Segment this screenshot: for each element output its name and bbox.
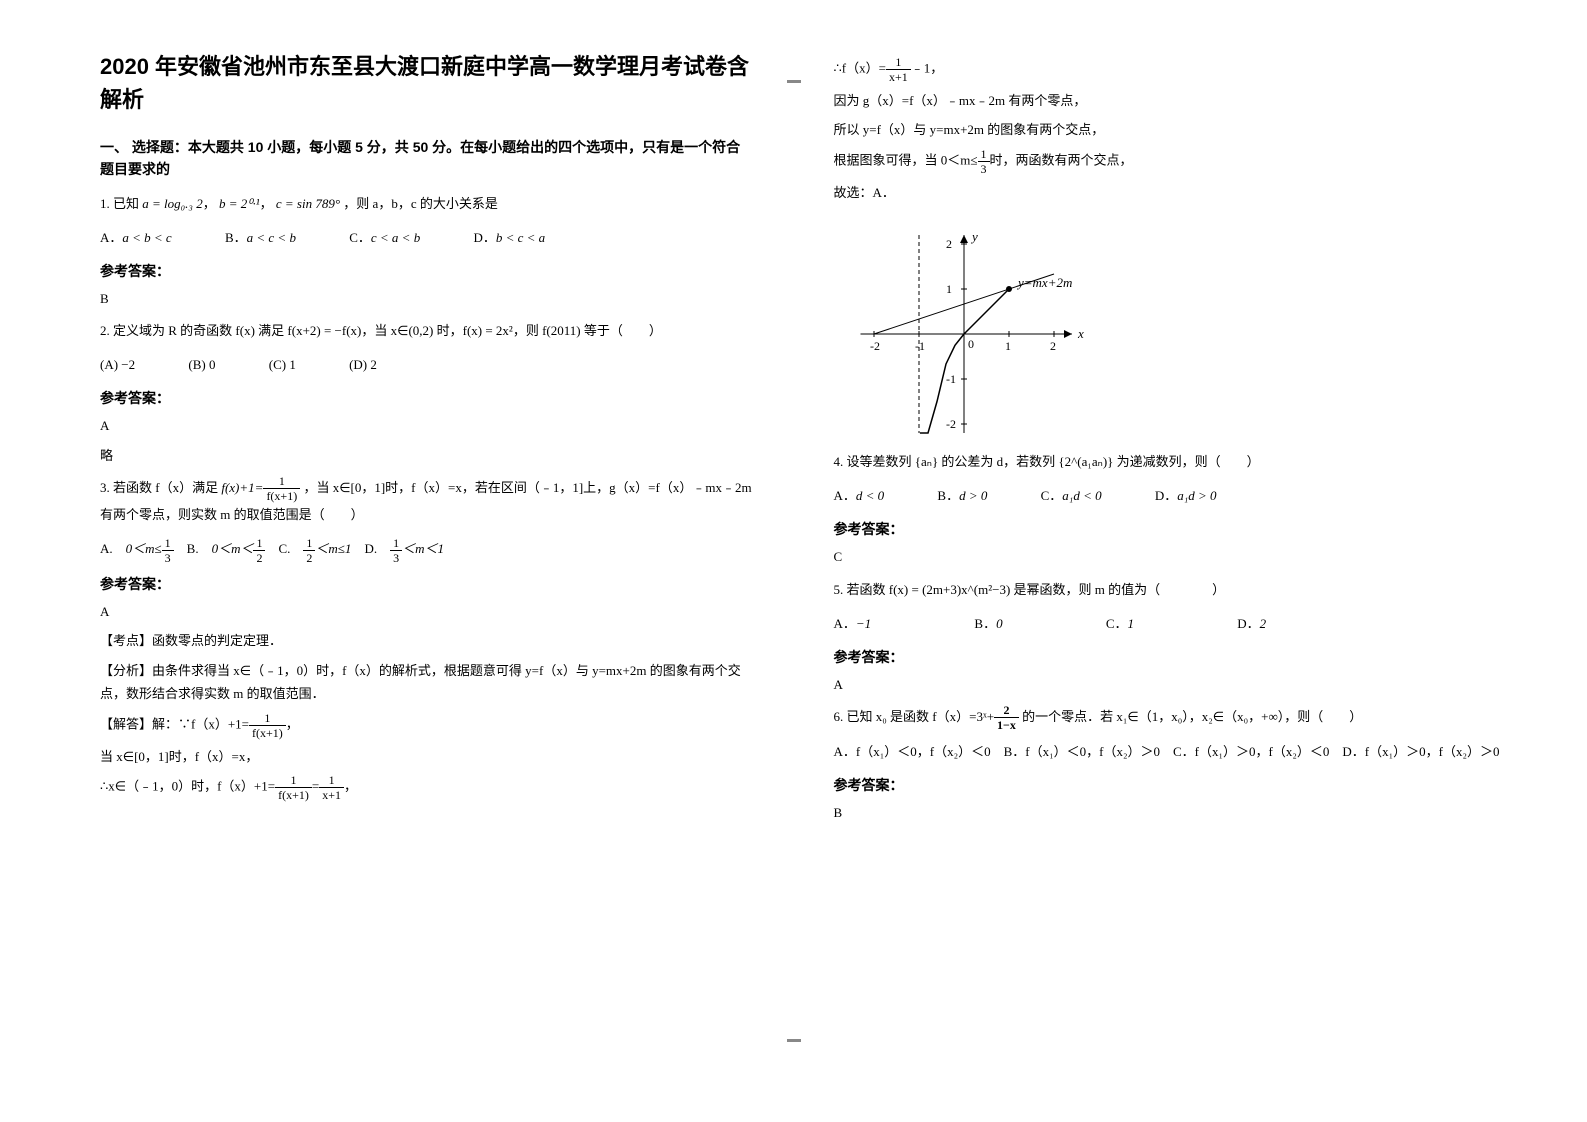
q6-stem: 6. 已知 x₀ 是函数 f（x）=3ˣ+21−x 的一个零点．若 x₁∈（1，… [834,704,1528,732]
q3-fracC: 12 [303,537,315,564]
q3-optA-expr: 0＜m≤ [126,541,162,556]
q3-fracB: 12 [253,537,265,564]
q5-answer-label: 参考答案： [834,647,1528,667]
q1-prefix: 1. 已知 [100,196,139,211]
q2-stem: 2. 定义域为 R 的奇函数 f(x) 满足 f(x+2) = −f(x)，当 … [100,318,754,344]
q3-explain2: 【分析】由条件求得当 x∈（﹣1，0）时，f（x）的解析式，根据题意可得 y=f… [100,659,754,706]
q4-optB: d > 0 [959,488,987,503]
q1-expr3: c = sin 789° [276,196,340,211]
q6-answer: B [834,801,1528,824]
exam-title: 2020 年安徽省池州市东至县大渡口新庭中学高一数学理月考试卷含解析 [100,50,754,116]
svg-text:y=mx+2m: y=mx+2m [1016,275,1072,290]
q3-optD-expr: ＜m＜1 [402,541,444,556]
q3-optB-pre: B. [187,541,212,556]
q3-fracD: 13 [390,537,402,564]
q3-fracA: 13 [162,537,174,564]
q3r-line5: 故选：A． [834,181,1528,204]
q1-suffix: ，则 a，b，c 的大小关系是 [343,196,498,211]
q5-optA: −1 [856,616,871,631]
q3-p1: 3. 若函数 f（x）满足 [100,480,218,495]
q3-stem: 3. 若函数 f（x）满足 f(x)+1=1f(x+1) ，当 x∈[0，1]时… [100,475,754,529]
q5-stem: 5. 若函数 f(x) = (2m+3)x^(m²−3) 是幂函数，则 m 的值… [834,577,1528,603]
svg-text:-1: -1 [946,372,956,386]
q1-optA: a < b < c [122,230,171,245]
q2-note: 略 [100,444,754,467]
q2-optB: (B) 0 [188,352,215,378]
q3-frac1: 1f(x+1) [263,475,300,502]
svg-text:1: 1 [946,282,952,296]
q1-answer-label: 参考答案： [100,261,754,281]
q1-optB: a < c < b [247,230,296,245]
q2-optD: (D) 2 [349,352,377,378]
q5-optD: 2 [1260,616,1267,631]
q3r-line3: 所以 y=f（x）与 y=mx+2m 的图象有两个交点， [834,118,1528,141]
q5-answer: A [834,673,1528,696]
q6-answer-label: 参考答案： [834,775,1528,795]
q4-answer: C [834,545,1528,568]
q6-opts: A．f（x₁）＜0，f（x₂）＜0 B．f（x₁）＜0，f（x₂）＞0 C．f（… [834,739,1528,765]
q3r-line4: 根据图象可得，当 0＜m≤13时，两函数有两个交点， [834,148,1528,175]
q4-optC: a₁d < 0 [1062,488,1101,503]
q3r-frac2: 13 [978,148,990,175]
q6-p2: 的一个零点．若 x₁∈（1，x₀），x₂∈（x₀，+∞），则（ ） [1019,709,1362,724]
q3-explain5: ∴x∈（﹣1，0）时，f（x）+1=1f(x+1)=1x+1， [100,774,754,801]
svg-text:-1: -1 [915,339,925,353]
svg-text:2: 2 [946,237,952,251]
q1-stem: 1. 已知 a = log₀.₃ 2， b = 2⁰·¹， c = sin 78… [100,191,754,217]
q6-p1: 6. 已知 x₀ 是函数 f（x）=3ˣ+ [834,709,995,724]
q3-chart: x y -2 -1 0 1 2 -2 -1 1 2 y=mx+2m [854,214,1528,439]
q3r-line1: ∴f（x）=1x+1﹣1， [834,56,1528,83]
q3-optA-pre: A. [100,541,126,556]
q4-optD: a₁d > 0 [1177,488,1216,503]
svg-text:-2: -2 [946,417,956,431]
q3-optB-expr: 0＜m＜ [212,541,254,556]
q4-answer-label: 参考答案： [834,519,1528,539]
q3r-line2: 因为 g（x）=f（x）﹣mx﹣2m 有两个零点， [834,89,1528,112]
svg-text:-2: -2 [870,339,880,353]
q3-options: A. 0＜m≤13 B. 0＜m＜12 C. 12＜m≤1 D. 13＜m＜1 [100,536,754,564]
q4-options: A．d < 0 B．d > 0 C．a₁d < 0 D．a₁d > 0 [834,483,1528,509]
q3-optC-expr: ＜m≤1 [315,541,351,556]
svg-text:1: 1 [1005,339,1011,353]
q3-answer-label: 参考答案： [100,574,754,594]
q5-optB: 0 [996,616,1003,631]
q1-optD: b < c < a [496,230,545,245]
q3r-frac1: 1x+1 [886,56,911,83]
q4-stem: 4. 设等差数列 {aₙ} 的公差为 d，若数列 {2^(a₁aₙ)} 为递减数… [834,449,1528,475]
q5-optC: 1 [1128,616,1135,631]
q1-expr2: b = 2⁰·¹ [219,196,260,211]
q3-fracE1: 1f(x+1) [249,712,286,739]
q2-optA: (A) −2 [100,352,135,378]
q2-optC: (C) 1 [269,352,296,378]
svg-text:2: 2 [1050,339,1056,353]
q3-fracE3: 1x+1 [319,774,344,801]
q2-answer-label: 参考答案： [100,388,754,408]
q4-optA: d < 0 [856,488,884,503]
svg-text:x: x [1077,326,1084,341]
q1-optC: c < a < b [371,230,420,245]
section1-header: 一、 选择题：本大题共 10 小题，每小题 5 分，共 50 分。在每小题给出的… [100,136,754,181]
q1-answer: B [100,287,754,310]
q3-fracE2: 1f(x+1) [275,774,312,801]
q6-frac: 21−x [994,704,1019,731]
q3-explain4: 当 x∈[0，1]时，f（x）=x， [100,745,754,768]
q5-options: A．−1 B．0 C．1 D．2 [834,611,1528,637]
q3-explain3: 【解答】解：∵f（x）+1=1f(x+1)， [100,712,754,739]
q1-expr1: a = log₀.₃ 2 [142,196,202,211]
q3-optC-pre: C. [278,541,303,556]
q3-explain1: 【考点】函数零点的判定定理． [100,629,754,652]
svg-text:0: 0 [968,337,974,351]
svg-text:y: y [970,229,978,244]
q3-answer: A [100,600,754,623]
chart-svg: x y -2 -1 0 1 2 -2 -1 1 2 y=mx+2m [854,214,1134,434]
q2-options: (A) −2 (B) 0 (C) 1 (D) 2 [100,352,754,378]
q3-optD-pre: D. [364,541,390,556]
q3-expr1: f(x)+1= [221,480,263,495]
q1-options: A．a < b < c B．a < c < b C．c < a < b D．b … [100,225,754,251]
q2-answer: A [100,414,754,437]
